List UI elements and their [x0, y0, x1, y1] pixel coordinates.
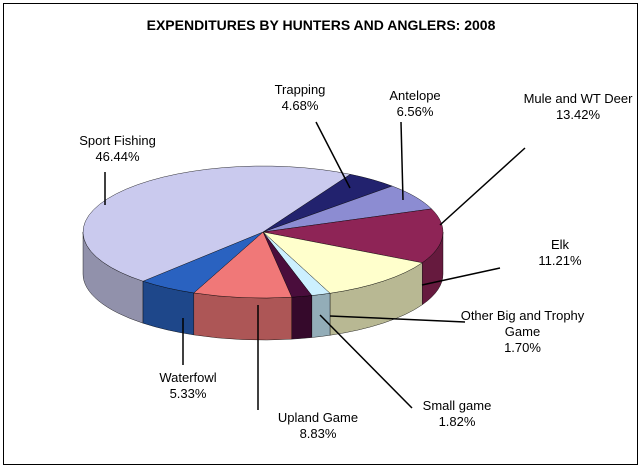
slice-side	[193, 292, 292, 341]
slice	[262, 231, 423, 294]
slice-label: Waterfowl 5.33%	[138, 370, 238, 402]
slice-label: Trapping 4.68%	[260, 82, 340, 114]
slice-label: Elk 11.21%	[520, 237, 600, 269]
value-label: 1.82%	[438, 414, 476, 429]
slice	[82, 165, 351, 282]
slice-label: Upland Game 8.83%	[268, 410, 368, 442]
category-label: Elk	[550, 237, 570, 252]
leader-line	[329, 315, 466, 323]
value-label: 8.83%	[299, 426, 337, 441]
slice	[262, 208, 444, 263]
value-label: 13.42%	[555, 107, 601, 122]
leader-line	[439, 147, 526, 226]
value-label: 1.70%	[504, 340, 541, 355]
slice-label: Antelope 6.56%	[375, 88, 455, 120]
value-label: 11.21%	[538, 253, 582, 268]
slice-label: Other Big and Trophy Game 1.70%	[455, 308, 590, 356]
category-label: Waterfowl	[159, 370, 217, 385]
leader-line	[315, 121, 351, 189]
slice	[193, 231, 293, 299]
slice-label: Mule and WT Deer 13.42%	[520, 91, 636, 123]
slice-label: Small game 1.82%	[412, 398, 502, 430]
category-label: Other Big and Trophy Game	[460, 308, 585, 339]
category-label: Antelope	[389, 88, 441, 103]
category-label: Small game	[422, 398, 492, 413]
value-label: 4.68%	[281, 98, 319, 113]
value-label: 46.44%	[95, 149, 140, 164]
slice-label: Sport Fishing 46.44%	[60, 133, 175, 165]
category-label: Sport Fishing	[79, 133, 156, 148]
leader-line	[400, 121, 404, 201]
leader-line	[421, 267, 501, 286]
leader-line	[319, 314, 413, 409]
value-label: 5.33%	[169, 386, 207, 401]
slice-side	[291, 295, 313, 340]
category-label: Upland Game	[277, 410, 359, 425]
value-label: 6.56%	[396, 104, 434, 119]
category-label: Trapping	[274, 82, 326, 97]
category-label: Mule and WT Deer	[523, 91, 633, 106]
chart-title: EXPENDITURES BY HUNTERS AND ANGLERS: 200…	[146, 17, 496, 33]
